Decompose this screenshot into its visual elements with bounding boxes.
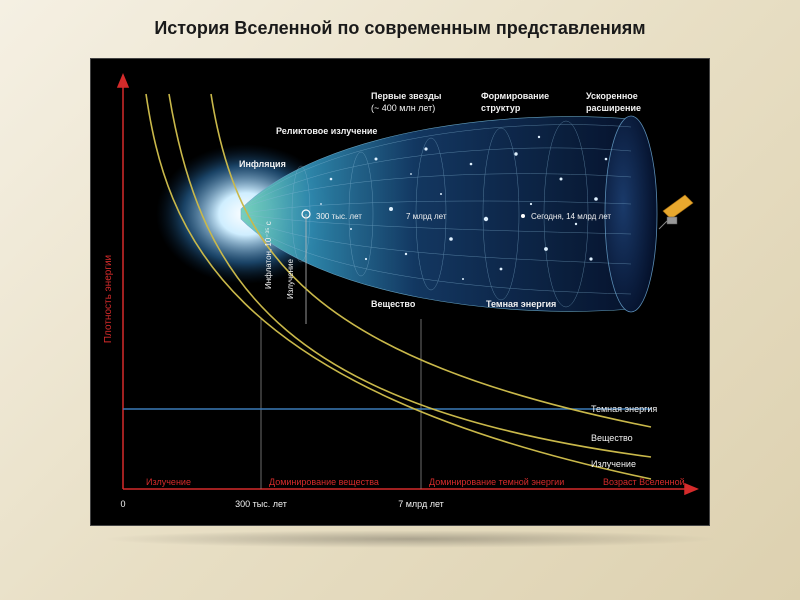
tick-0: 0	[120, 499, 125, 509]
cone-endcap	[605, 116, 657, 312]
legend-radiation: Излучение	[591, 459, 636, 469]
label-accel-2: расширение	[586, 103, 641, 113]
tick-7b: 7 млрд лет	[398, 499, 444, 509]
label-first-stars-2: (~ 400 млн лет)	[371, 103, 435, 113]
label-matter-inside: Вещество	[371, 299, 416, 309]
page-title: История Вселенной по современным предста…	[0, 0, 800, 49]
era-radiation: Излучение	[146, 477, 191, 487]
drop-shadow	[100, 530, 720, 548]
label-inflaton: Инфлатон, 10⁻³⁵ с	[264, 221, 273, 289]
satellite-icon	[659, 195, 693, 229]
label-first-stars-1: Первые звезды	[371, 91, 442, 101]
era-matter: Доминирование вещества	[269, 477, 379, 487]
x-axis-label: Возраст Вселенной	[603, 477, 685, 487]
label-radiation-v: Излучение	[286, 259, 295, 300]
label-today: Сегодня, 14 млрд лет	[531, 212, 611, 221]
label-300k: 300 тыс. лет	[316, 212, 362, 221]
label-accel-1: Ускоренное	[586, 91, 638, 101]
tick-300k: 300 тыс. лет	[235, 499, 287, 509]
legend-de: Темная энергия	[591, 404, 657, 414]
label-structures-1: Формирование	[481, 91, 549, 101]
y-axis-label: Плотность энергии	[103, 255, 114, 343]
label-de-inside: Темная энергия	[486, 299, 556, 309]
universe-history-diagram: Плотность энергии Инфляция Реликтовое из…	[90, 58, 710, 526]
legend-matter: Вещество	[591, 433, 633, 443]
vlines	[261, 319, 421, 489]
era-de: Доминирование темной энергии	[429, 477, 564, 487]
label-inflation: Инфляция	[239, 159, 286, 169]
diagram-svg: Плотность энергии Инфляция Реликтовое из…	[91, 59, 711, 527]
label-7b: 7 млрд лет	[406, 212, 447, 221]
label-structures-2: структур	[481, 103, 521, 113]
label-cmb: Реликтовое излучение	[276, 126, 377, 136]
today-dot	[521, 214, 525, 218]
